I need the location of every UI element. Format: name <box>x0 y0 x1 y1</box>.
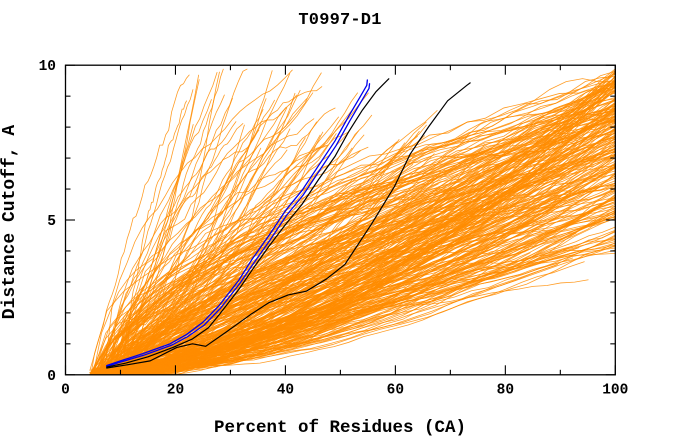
svg-text:Percent of Residues (CA): Percent of Residues (CA) <box>214 418 466 438</box>
svg-text:Distance Cutoff, A: Distance Cutoff, A <box>0 125 20 320</box>
svg-text:100: 100 <box>602 382 628 398</box>
svg-text:20: 20 <box>167 382 184 398</box>
svg-text:0: 0 <box>61 382 70 398</box>
svg-text:40: 40 <box>277 382 294 398</box>
svg-text:10: 10 <box>39 59 56 75</box>
svg-text:60: 60 <box>387 382 404 398</box>
svg-text:5: 5 <box>47 214 56 230</box>
svg-text:80: 80 <box>497 382 514 398</box>
svg-text:0: 0 <box>47 369 56 385</box>
